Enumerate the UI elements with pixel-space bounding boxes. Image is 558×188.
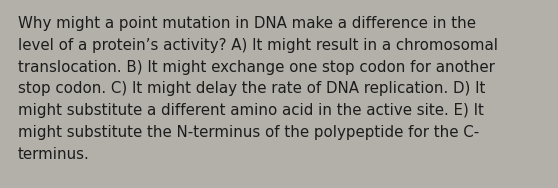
Text: translocation. B) It might exchange one stop codon for another: translocation. B) It might exchange one … (18, 60, 495, 75)
Text: terminus.: terminus. (18, 147, 90, 162)
Text: stop codon. C) It might delay the rate of DNA replication. D) It: stop codon. C) It might delay the rate o… (18, 81, 485, 96)
Text: might substitute a different amino acid in the active site. E) It: might substitute a different amino acid … (18, 103, 484, 118)
Text: level of a protein’s activity? A) It might result in a chromosomal: level of a protein’s activity? A) It mig… (18, 38, 498, 53)
Text: Why might a point mutation in DNA make a difference in the: Why might a point mutation in DNA make a… (18, 16, 476, 31)
Text: might substitute the N-terminus of the polypeptide for the C-: might substitute the N-terminus of the p… (18, 125, 479, 140)
